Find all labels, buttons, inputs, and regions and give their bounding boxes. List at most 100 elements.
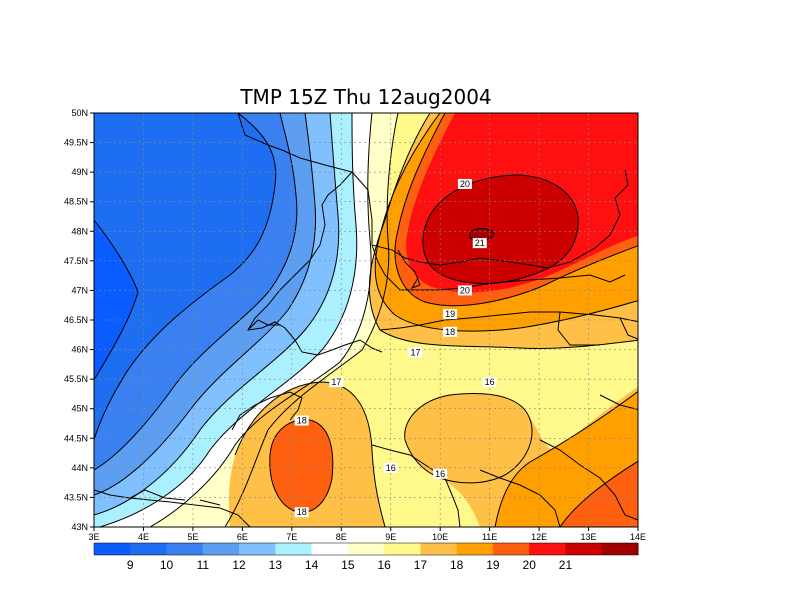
y-tick-label: 45N [71,404,88,414]
colorbar-swatch [529,543,566,555]
x-tick-label: 12E [531,532,547,542]
contour-label: 18 [443,326,458,337]
colorbar-swatch [311,543,349,555]
contour-label-text: 18 [297,416,307,426]
contour-label-bg [294,507,309,518]
y-tick-label: 49.5N [64,138,88,148]
colorbar-swatch [456,543,494,555]
contour-label-text: 19 [445,309,455,319]
y-tick-label: 47.5N [64,256,88,266]
contour-label: 16 [482,377,497,388]
colorbar-swatch [275,543,313,555]
x-tick-label: 10E [432,532,448,542]
colorbar-swatch [565,543,603,555]
contour-labels: 20 21 20 19 18 17 17 16 16 18 18 16 [294,178,497,518]
contour-label-bg [482,377,497,388]
x-tick-label: 6E [237,532,248,542]
colorbar: 9 10 11 12 13 14 15 16 17 18 19 20 21 [93,542,639,572]
x-tick-label: 7E [286,532,297,542]
contour-label-bg [383,462,398,473]
y-tick-label: 44N [71,463,88,473]
contour-label-bg [457,285,472,296]
x-tick-label: 8E [336,532,347,542]
contour-label-text: 16 [485,377,495,387]
colorbar-swatch [202,543,240,555]
band-10 [94,113,276,440]
y-tick-label: 50N [71,108,88,118]
band-19-south [269,419,333,513]
band-22 [422,175,579,284]
x-tick-label: 14E [630,532,646,542]
contour-label-bg [329,377,344,388]
y-tick-label: 48.5N [64,197,88,207]
contour-lines [94,113,638,527]
colorbar-swatch [347,543,385,555]
y-tick-label: 46N [71,345,88,355]
colorbar-label: 11 [197,558,210,572]
colorbar-label: 17 [414,558,428,572]
colorbar-label: 19 [486,558,500,572]
colorbar-label: 15 [341,558,355,572]
colorbar-label: 13 [269,558,283,572]
y-tick-label: 43.5N [64,492,88,502]
colorbar-frame [93,542,639,556]
colorbar-swatch [492,543,530,555]
colorbar-swatch [130,543,168,555]
contour-label-text: 16 [386,463,396,473]
grid-lines [94,113,638,527]
y-tick-label: 46.5N [64,315,88,325]
contour-label: 19 [443,309,458,320]
contour-label-bg [472,238,487,249]
contour-label: 18 [294,507,309,518]
y-axis: 50N 49.5N 49N 48.5N 48N 47.5N 47N 46.5N 46N 45.5N… [64,108,94,532]
y-tick-label: 44.5N [64,433,88,443]
colorbar-swatch [166,543,204,555]
y-tick-label: 49N [71,167,88,177]
y-tick-label: 47N [71,285,88,295]
contour-label: 20 [457,285,472,296]
contour-label-bg [433,468,448,479]
x-axis: 3E 4E 5E 6E 7E 8E 9E 10E 11E 12E 13E 14E [88,527,646,542]
contour-label: 18 [294,415,309,426]
contour-label: 20 [457,178,472,189]
x-tick-label: 11E [482,532,497,542]
contour-label: 17 [329,377,344,388]
x-tick-label: 13E [581,532,597,542]
contour-label-text: 16 [435,469,445,479]
contour-label-text: 21 [475,238,485,248]
y-tick-label: 48N [71,226,88,236]
colorbar-label: 12 [232,558,246,572]
contour-label-text: 20 [460,179,470,189]
x-tick-label: 4E [138,532,149,542]
colorbar-label: 9 [127,558,134,572]
contour-label: 21 [472,238,487,249]
contour-label-text: 20 [460,285,470,295]
colorbar-label: 18 [450,558,464,572]
contour-label-bg [294,415,309,426]
colorbar-swatch [94,543,131,555]
colorbar-label: 10 [160,558,174,572]
y-tick-label: 45.5N [64,374,88,384]
band-20-se [560,461,638,527]
contour-label: 17 [408,347,423,358]
contour-label-bg [408,347,423,358]
colorbar-label: 14 [305,558,319,572]
contour-label-bg [443,326,458,337]
x-tick-label: 5E [187,532,198,542]
x-tick-label: 3E [88,532,99,542]
colorbar-swatch [384,543,421,555]
colorbar-swatch [601,543,639,555]
contour-label: 16 [433,468,448,479]
contour-label-text: 17 [410,348,420,358]
colorbar-label: 20 [523,558,537,572]
colorbar-label: 21 [559,558,573,572]
contour-label-text: 17 [331,377,341,387]
x-tick-label: 9E [385,532,396,542]
colorbar-swatch [239,543,276,555]
contour-label-bg [457,178,472,189]
y-tick-label: 43N [71,522,88,532]
colorbar-label: 16 [377,558,391,572]
colorbar-swatch [420,543,458,555]
contour-label: 16 [383,462,398,473]
